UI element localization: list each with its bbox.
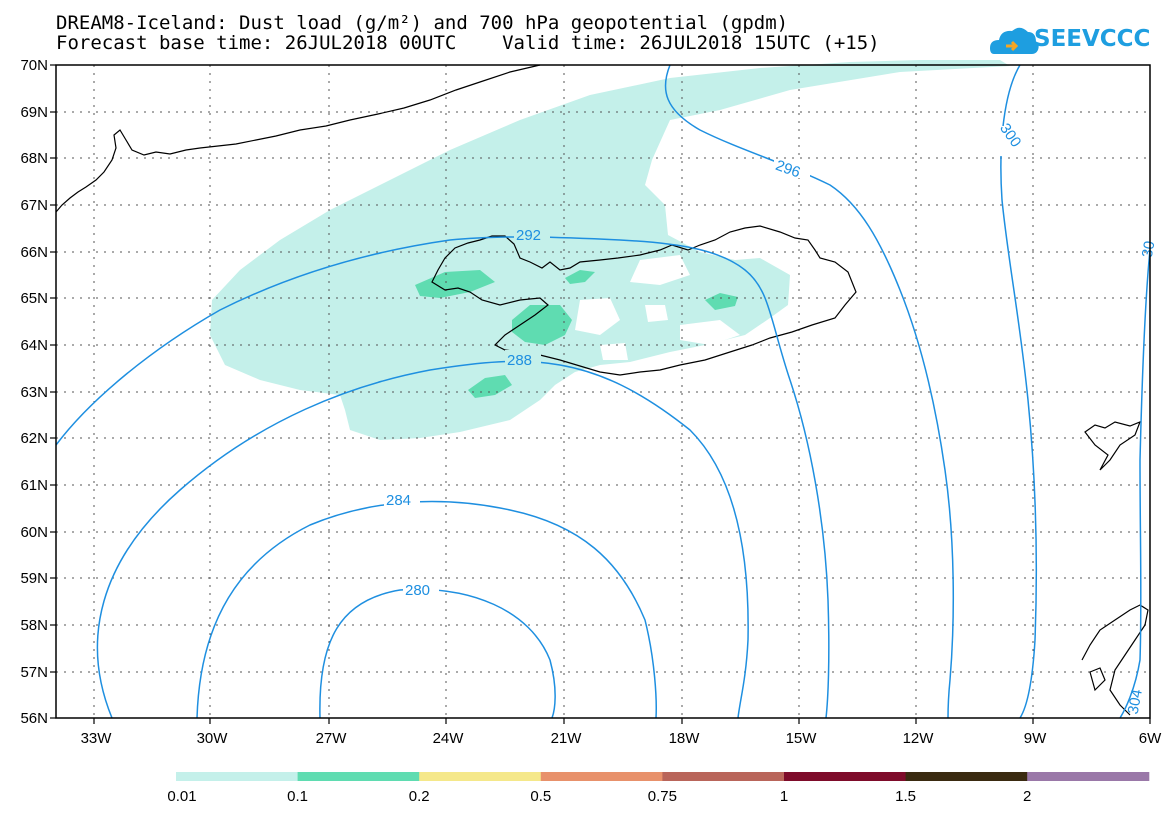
contour-304	[1119, 249, 1151, 719]
colorbar-label: 0.5	[530, 788, 551, 805]
colorbar-swatch	[419, 772, 542, 781]
lat-label: 66N	[20, 244, 48, 261]
map-title: DREAM8-Iceland: Dust load (g/m²) and 700…	[56, 12, 789, 34]
graticule	[56, 65, 1150, 718]
lon-label: 9W	[1024, 730, 1047, 747]
lat-label: 56N	[20, 710, 48, 727]
longitude-labels: 33W 30W 27W 24W 21W 18W 15W 12W 9W 6W	[81, 730, 1163, 747]
lat-label: 59N	[20, 570, 48, 587]
iceland-coast	[431, 225, 857, 376]
contour-label-284: 284	[386, 492, 411, 509]
coastlines	[55, 64, 1149, 716]
lat-label: 68N	[20, 150, 48, 167]
lat-label: 67N	[20, 197, 48, 214]
contour-label-288: 288	[507, 352, 532, 369]
colorbar-label: 1.5	[895, 788, 916, 805]
contour-300	[1000, 64, 1038, 719]
lon-label: 24W	[433, 730, 465, 747]
lat-label: 61N	[20, 477, 48, 494]
contour-280	[319, 588, 556, 719]
lon-label: 15W	[786, 730, 818, 747]
contour-292	[55, 236, 830, 719]
contour-296	[664, 64, 955, 719]
lon-label: 18W	[669, 730, 701, 747]
lon-label: 21W	[551, 730, 583, 747]
colorbar-swatch	[1027, 772, 1150, 781]
lat-label: 70N	[20, 57, 48, 74]
logo-text: SEEVCCC	[1034, 26, 1151, 52]
map-subtitle: Forecast base time: 26JUL2018 00UTC Vali…	[56, 32, 880, 54]
colorbar-label: 0.75	[648, 788, 677, 805]
colorbar-swatch	[905, 772, 1028, 781]
lat-label: 62N	[20, 430, 48, 447]
lat-label: 65N	[20, 290, 48, 307]
colorbar-label: 0.01	[167, 788, 196, 805]
colorbar-label: 1	[780, 788, 788, 805]
contour-label-292: 292	[516, 227, 541, 244]
contour-labels: 292 296 300 288 284 280 304 30	[384, 120, 1159, 716]
lon-label: 6W	[1139, 730, 1162, 747]
colorbar-label: 0.1	[287, 788, 308, 805]
lat-label: 57N	[20, 664, 48, 681]
lat-label: 60N	[20, 524, 48, 541]
cloud-logo-icon	[990, 27, 1039, 54]
contour-284	[196, 500, 657, 719]
lon-label: 12W	[903, 730, 935, 747]
lat-label: 63N	[20, 384, 48, 401]
dust-shading	[210, 60, 1010, 440]
lon-label: 33W	[81, 730, 113, 747]
colorbar-label: 0.2	[409, 788, 430, 805]
contour-label-304: 304	[1125, 688, 1146, 716]
faroe-islands	[1084, 420, 1142, 471]
scotland-coast	[1081, 604, 1149, 716]
lon-label: 27W	[316, 730, 348, 747]
latitude-labels: 70N 69N 68N 67N 66N 65N 64N 63N 62N 61N …	[20, 57, 48, 727]
colorbar-swatch	[662, 772, 785, 781]
lon-label: 30W	[197, 730, 229, 747]
contour-label-280: 280	[405, 582, 430, 599]
colorbar: 0.01 0.1 0.2 0.5 0.75 1 1.5 2	[167, 772, 1150, 805]
colorbar-swatch	[784, 772, 907, 781]
lat-label: 69N	[20, 104, 48, 121]
axis-ticks	[50, 64, 1151, 724]
colorbar-swatch	[176, 772, 299, 781]
dust-area-light	[210, 60, 1010, 440]
contour-label-30: 30	[1139, 240, 1159, 259]
greenland-coast	[55, 64, 541, 213]
colorbar-swatch	[297, 772, 420, 781]
colorbar-swatch	[540, 772, 663, 781]
colorbar-label: 2	[1023, 788, 1031, 805]
lat-label: 64N	[20, 337, 48, 354]
lat-label: 58N	[20, 617, 48, 634]
